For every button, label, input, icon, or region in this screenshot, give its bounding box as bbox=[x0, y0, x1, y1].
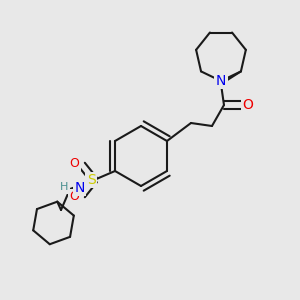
Text: S: S bbox=[87, 173, 95, 187]
Text: O: O bbox=[242, 98, 253, 112]
Text: H: H bbox=[60, 182, 68, 193]
Text: N: N bbox=[216, 74, 226, 88]
Text: O: O bbox=[70, 157, 80, 170]
Text: N: N bbox=[74, 181, 85, 194]
Text: O: O bbox=[70, 190, 80, 203]
